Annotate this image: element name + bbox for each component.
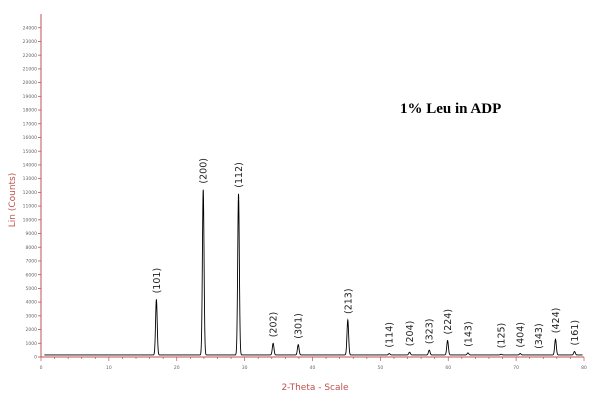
y-tick-label: 17000 <box>23 121 37 127</box>
peak-label: (125) <box>497 323 508 349</box>
x-tick-label: 80 <box>581 365 587 371</box>
peak-label: (204) <box>405 321 416 347</box>
x-axis-title: 2-Theta - Scale <box>281 383 349 393</box>
y-tick-label: 19000 <box>23 94 37 100</box>
y-tick-label: 21000 <box>23 66 37 72</box>
y-tick-label: 24000 <box>23 25 37 31</box>
x-tick-label: 40 <box>310 365 316 371</box>
y-tick-label: 13000 <box>23 176 37 182</box>
peak-labels: (101) (200) (112) (202) (301) (213) (114) (204)… <box>152 158 581 349</box>
y-tick-label: 23000 <box>23 39 37 45</box>
y-tick-label: 18000 <box>23 108 37 114</box>
y-axis-title: Lin (Counts) <box>8 173 18 228</box>
y-tick-label: 10000 <box>23 217 37 223</box>
y-tick-label: 16000 <box>23 135 37 141</box>
y-tick-label: 0 <box>34 355 37 361</box>
y-tick-label: 1000 <box>26 341 38 347</box>
y-tick-label: 15000 <box>23 149 37 155</box>
peak-label: (404) <box>516 322 527 348</box>
x-tick-label: 60 <box>445 365 451 371</box>
x-tick-label: 70 <box>513 365 519 371</box>
y-axis-ticks: 0 1000 2000 3000 4000 5000 6000 7000 8000 9000 100… <box>23 25 41 361</box>
x-tick-label: 20 <box>174 365 180 371</box>
peak-label: (343) <box>534 323 545 349</box>
peak-label: (161) <box>570 320 581 346</box>
diffraction-trace <box>44 189 583 356</box>
y-tick-label: 20000 <box>23 80 37 86</box>
y-tick-label: 8000 <box>26 245 38 251</box>
x-tick-label: 50 <box>378 365 384 371</box>
peak-label: (101) <box>152 268 163 294</box>
chart-title: 1% Leu in ADP <box>400 101 501 117</box>
peak-label: (224) <box>443 309 454 335</box>
peak-label: (114) <box>385 322 396 348</box>
y-tick-label: 2000 <box>26 327 38 333</box>
peak-label: (213) <box>343 288 354 314</box>
y-tick-label: 7000 <box>26 259 38 265</box>
y-tick-label: 6000 <box>26 272 38 278</box>
x-tick-label: 0 <box>40 365 43 371</box>
peak-label: (112) <box>234 162 245 188</box>
peak-label: (202) <box>269 312 280 338</box>
y-tick-label: 3000 <box>26 313 38 319</box>
peak-label: (200) <box>199 158 210 184</box>
peak-label: (143) <box>463 321 474 347</box>
x-tick-label: 10 <box>106 365 112 371</box>
peak-label: (301) <box>294 313 305 339</box>
y-tick-label: 5000 <box>26 286 38 292</box>
y-tick-label: 22000 <box>23 53 37 59</box>
y-tick-label: 14000 <box>23 163 37 169</box>
x-axis-ticks: 0 10 20 30 40 50 60 70 80 <box>40 357 587 371</box>
peak-label: (424) <box>551 308 562 334</box>
y-tick-label: 9000 <box>26 231 38 237</box>
y-tick-label: 12000 <box>23 190 37 196</box>
y-tick-label: 11000 <box>23 204 37 210</box>
y-tick-label: 4000 <box>26 300 38 306</box>
peak-label: (323) <box>425 319 436 345</box>
x-tick-label: 30 <box>242 365 248 371</box>
